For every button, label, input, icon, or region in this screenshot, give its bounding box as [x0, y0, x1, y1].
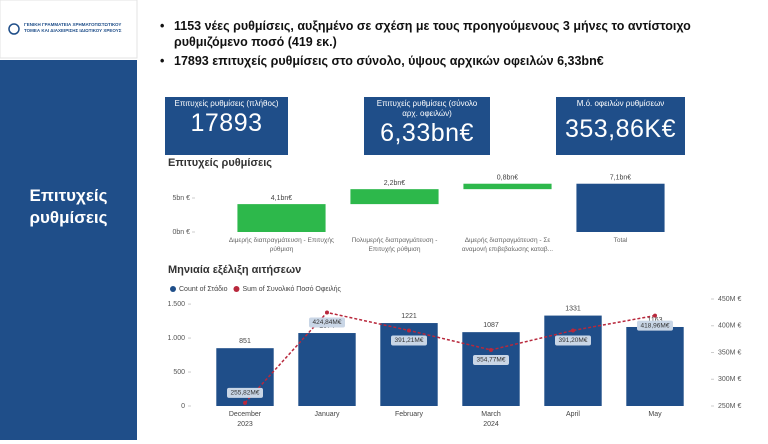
line-point	[489, 347, 493, 352]
value-label: 1087	[483, 322, 499, 329]
y-tick-label: 5bn €	[172, 195, 190, 202]
value-label-box	[309, 317, 345, 328]
value-label: 424,84M€	[313, 319, 342, 326]
kpi-label: Επιτυχείς ρυθμίσεις (πλήθος)	[174, 99, 279, 108]
y-tick-label: 500	[173, 369, 185, 376]
organization: ΓΕΝΙΚΗ ΓΡΑΜΜΑΤΕΙΑ ΧΡΗΜΑΤΟΠΙΣΤΩΤΙΚΟΥ ΤΟΜΕ…	[24, 22, 122, 33]
x-tick-label: Πολυμερής διαπραγμάτευση - Επιτυχής ρύθμ…	[351, 237, 438, 253]
line-point	[325, 310, 329, 315]
x-tick-label: December	[229, 411, 262, 418]
y2-tick-label: 400M €	[718, 323, 741, 330]
value-label-box	[473, 354, 509, 365]
x-tick-label: April	[566, 411, 580, 418]
x-tick-label: March	[481, 411, 501, 418]
legend-label: Sum of Συνολικό Ποσό Οφειλής	[242, 285, 341, 293]
bar	[462, 332, 520, 406]
x-tick-label: Total	[613, 237, 628, 244]
x-tick-label: February	[395, 411, 424, 418]
x-year-label: 2024	[483, 421, 499, 428]
value-label-box	[391, 335, 427, 346]
y-tick-label: 1.500	[167, 301, 185, 308]
line	[244, 311, 656, 404]
value-label-box	[555, 335, 591, 346]
value-label: 391,21M€	[395, 337, 424, 344]
kpi-label: Επιτυχείς ρυθμίσεις (σύνολο αρχ. οφειλών…	[376, 99, 478, 118]
bar	[576, 183, 665, 232]
kpi-label: Μ.ό. οφειλών ρυθμίσεων	[576, 99, 665, 108]
y-tick-label: 0bn €	[172, 229, 190, 236]
value-label: 418,96M€	[641, 322, 670, 329]
bullet: 17893 επιτυχείς ρυθμίσεις στο σύνολο, ύψ…	[160, 53, 764, 69]
line-point	[571, 328, 575, 333]
logo-box	[0, 0, 138, 59]
x-year-label: 2023	[237, 421, 253, 428]
value-label: 1331	[565, 305, 581, 312]
value-label: 851	[239, 338, 251, 345]
y2-tick-label: 300M €	[718, 376, 741, 383]
side-panel	[0, 60, 137, 440]
line-point	[243, 400, 247, 405]
bullet: 1153 νέες ρυθμίσεις, αυξημένο σε σχέση μ…	[160, 18, 764, 50]
y2-tick-label: 450M €	[718, 296, 741, 303]
bar	[237, 204, 326, 232]
x-tick-label: May	[648, 411, 662, 418]
value-label-box	[637, 320, 673, 331]
y-tick-label: 1.000	[167, 335, 185, 342]
chart-title: Επιτυχείς ρυθμίσεις	[168, 157, 272, 169]
value-label: 1163	[647, 317, 662, 324]
bar	[298, 333, 356, 406]
kpi-card: Επιτυχείς ρυθμίσεις (πλήθος) 17893	[165, 97, 288, 155]
kpi-value: 17893	[190, 109, 263, 137]
value-label: 1221	[401, 313, 417, 320]
y2-tick-label: 350M €	[718, 349, 741, 356]
kpi-value: 6,33bn€	[380, 119, 474, 147]
bar	[350, 189, 439, 205]
value-label: 391,20M€	[559, 337, 588, 344]
value-label: 255,82M€	[231, 390, 260, 397]
value-label: 4,1bn€	[271, 195, 293, 202]
logo-icon	[8, 23, 20, 35]
value-label-box	[227, 387, 263, 398]
kpi-card: Μ.ό. οφειλών ρυθμίσεων 353,86K€	[556, 97, 685, 155]
value-label: 354,77M€	[477, 357, 506, 364]
line-point	[653, 313, 657, 318]
bar	[626, 326, 684, 406]
line-point	[407, 328, 411, 333]
legend-marker	[233, 286, 240, 292]
kpi-card: Επιτυχείς ρυθμίσεις (σύνολο αρχ. οφειλών…	[364, 97, 490, 155]
section-title: Επιτυχείς ρυθμίσεις	[29, 186, 108, 227]
y2-tick-label: 250M €	[718, 403, 741, 410]
value-label: 7,1bn€	[610, 175, 632, 182]
y-tick-label: 0	[181, 403, 185, 410]
x-tick-label: Διμερής διαπραγμάτευση - Σε αναμονή επιβ…	[461, 237, 554, 253]
legend-label: Count of Στάδιο	[179, 285, 228, 293]
legend-marker	[170, 286, 176, 292]
bar	[463, 183, 552, 190]
value-label: 0,8bn€	[497, 175, 519, 182]
chart-title: Μηνιαία εξέλιξη αιτήσεων	[168, 264, 301, 276]
x-tick-label: January	[315, 411, 340, 418]
kpi-value: 353,86K€	[564, 115, 677, 143]
x-tick-label: Διμερής διαπραγμάτευση - Επιτυχής ρύθμισ…	[228, 237, 335, 253]
value-label: 2,2bn€	[384, 180, 406, 187]
